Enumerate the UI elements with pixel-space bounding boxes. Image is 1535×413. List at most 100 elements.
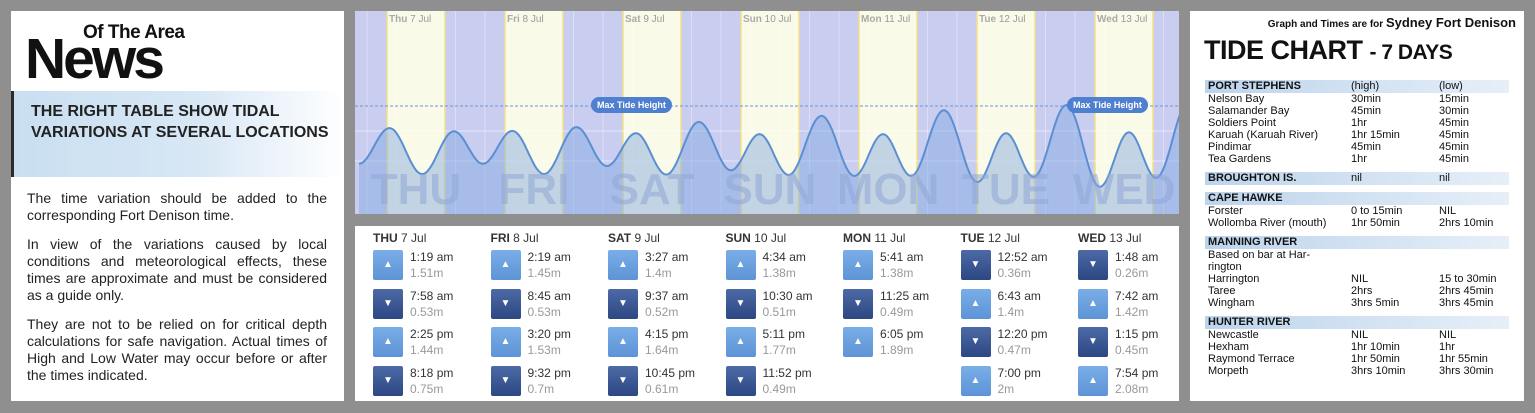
section-high-header: (high) [1351, 80, 1380, 92]
tide-row: ▲ 7:42 am 1.42m [1078, 285, 1179, 321]
graph-day-header: Sun 10 Jul [743, 14, 791, 25]
graph-day-watermark: SAT [610, 165, 695, 214]
high-variation: 1hr [1351, 117, 1367, 129]
tide-time: 7:58 am [410, 288, 454, 303]
tide-time: 2:25 pm [410, 327, 454, 341]
tide-day-name: THU [373, 231, 398, 245]
high-tide-arrow-icon: ▲ [608, 250, 638, 280]
graph-day-header: Thu 7 Jul [389, 14, 431, 25]
location-name: Taree [1208, 285, 1236, 297]
high-tide-arrow-icon: ▲ [843, 250, 873, 280]
section-name: HUNTER RIVER [1208, 316, 1291, 328]
high-tide-arrow-icon: ▲ [725, 250, 756, 280]
low-variation: 1hr 55min [1439, 353, 1488, 365]
location-name: Nelson Bay [1208, 93, 1265, 105]
tide-height: 0.52m [645, 304, 679, 319]
high-tide-arrow-icon: ▲ [1078, 365, 1108, 396]
location-name: Wingham [1208, 297, 1255, 309]
tide-day-date: 8 Jul [509, 231, 539, 245]
location-name: Tea Gardens [1208, 153, 1271, 165]
graph-day-watermark: MON [837, 165, 940, 214]
high-variation: 45min [1351, 105, 1381, 117]
location-name: Wollomba River (mouth) [1208, 217, 1327, 229]
high-variation: 1hr 50min [1351, 353, 1400, 365]
location-name: Pindimar [1208, 141, 1252, 153]
tide-height: 0.61m [645, 381, 679, 396]
tide-height: 1.44m [410, 343, 444, 357]
location-name: Soldiers Point [1208, 117, 1276, 129]
graph-day-header: Fri 8 Jul [507, 14, 544, 25]
high-variation: 1hr 50min [1351, 217, 1400, 229]
location-row: Karuah (Karuah River) 1hr 15min 45min [1205, 129, 1509, 141]
tide-height: 1.89m [880, 343, 914, 357]
tide-height: 2.08m [1115, 381, 1149, 396]
location-row: Soldiers Point 1hr 45min [1205, 117, 1509, 129]
tide-height: 0.45m [1115, 343, 1149, 357]
location-row: Wingham 3hrs 5min 3hrs 45min [1205, 297, 1509, 309]
tide-row: ▲ 6:43 am 1.4m [960, 285, 1073, 321]
tide-day-column: MON 11 Jul ▲ 5:41 am 1.38m ▼ 11:25 am 0.49m ▲ 6:… [843, 230, 955, 400]
tide-row: ▼ 10:30 am 0.51m [725, 285, 838, 321]
info-paragraph-3: They are not to be relied on for critica… [27, 316, 327, 383]
tide-height: 0.7m [527, 381, 555, 396]
tide-time: 4:15 pm [645, 327, 689, 341]
graph-day-name: Fri [507, 14, 520, 25]
tide-day-header: THU 7 Jul [373, 230, 485, 246]
tide-day-name: SUN [725, 231, 751, 245]
tide-row: ▲ 5:41 am 1.38m [843, 246, 955, 282]
graph-day-date: 12 Jul [996, 14, 1026, 25]
tide-time: 8:45 am [527, 288, 571, 303]
tide-graph-svg: THU FRI SAT SUN MON TUE WED [355, 11, 1179, 214]
graph-day-date: 13 Jul [1117, 14, 1148, 25]
location-row: Morpeth 3hrs 10min 3hrs 30min [1205, 365, 1509, 377]
tide-day-name: MON [843, 231, 871, 245]
low-variation: NIL [1439, 329, 1457, 341]
high-variation: 45min [1351, 141, 1381, 153]
graph-day-name: Sat [625, 14, 641, 25]
tide-height: 0.26m [1115, 266, 1149, 280]
tide-row: ▼ 7:58 am 0.53m [373, 285, 485, 321]
location-section-header: MANNING RIVER [1205, 236, 1509, 249]
low-variation: NIL [1439, 205, 1457, 217]
tide-day-header: MON 11 Jul [843, 230, 955, 246]
graph-day-date: 8 Jul [519, 14, 544, 25]
high-tide-arrow-icon: ▲ [490, 250, 521, 280]
high-tide-arrow-icon: ▲ [608, 327, 638, 357]
tide-time: 6:43 am [997, 288, 1041, 303]
graph-day-name: Thu [389, 14, 408, 25]
tide-row: ▼ 9:37 am 0.52m [608, 285, 720, 321]
section-low-header: nil [1439, 172, 1451, 184]
tide-day-column: SUN 10 Jul ▲ 4:34 am 1.38m ▼ 10:30 am 0.51m ▲ 5:… [725, 230, 838, 400]
graph-day-date: 11 Jul [881, 14, 911, 25]
graph-day-name: Sun [743, 14, 762, 25]
tide-row: ▼ 8:18 pm 0.75m [373, 362, 485, 398]
tide-time: 8:18 pm [410, 365, 454, 380]
location-section-header: BROUGHTON IS. nil nil [1205, 172, 1509, 185]
tide-row: ▲ 4:34 am 1.38m [725, 246, 838, 282]
high-variation: 1hr 10min [1351, 341, 1400, 353]
low-tide-arrow-icon: ▼ [373, 288, 403, 319]
info-banner: THE RIGHT TABLE SHOW TIDAL VARIATIONS AT… [11, 91, 344, 177]
tide-day-header: TUE 12 Jul [961, 230, 1073, 246]
high-variation: NIL [1351, 329, 1369, 341]
low-variation: 3hrs 45min [1439, 297, 1494, 309]
tide-day-header: SUN 10 Jul [726, 230, 838, 246]
tide-time: 3:27 am [645, 250, 689, 264]
graph-day-date: 9 Jul [640, 14, 665, 25]
section-name: BROUGHTON IS. [1208, 172, 1297, 184]
tide-times-table: THU 7 Jul ▲ 1:19 am 1.51m ▼ 7:58 am 0.53m ▲ 2:25… [355, 226, 1179, 401]
tide-time: 6:05 pm [880, 327, 924, 341]
title-main: TIDE CHART [1204, 35, 1363, 65]
location-row: Forster 0 to 15min NIL [1205, 205, 1509, 217]
location-row: Harrington NIL 15 to 30min [1205, 273, 1509, 285]
tide-day-column: TUE 12 Jul ▼ 12:52 am 0.36m ▲ 6:43 am 1.4m ▼ 12:… [960, 230, 1073, 400]
tide-height: 1.64m [645, 343, 679, 357]
high-tide-arrow-icon: ▲ [960, 365, 991, 396]
location-row: Tea Gardens 1hr 45min [1205, 153, 1509, 165]
tide-day-name: WED [1078, 231, 1106, 245]
high-variation: 30min [1351, 93, 1381, 105]
location-row: Taree 2hrs 2hrs 45min [1205, 285, 1509, 297]
tide-height: 0.49m [880, 304, 914, 319]
daylight-band [505, 11, 563, 214]
location-name: Newcastle [1208, 329, 1259, 341]
